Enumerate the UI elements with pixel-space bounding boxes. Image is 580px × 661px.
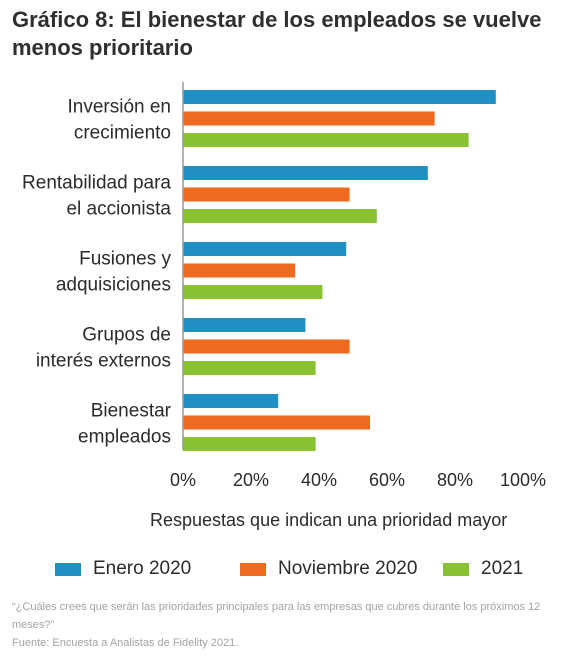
bar-noviembre-2020-4 — [183, 415, 370, 430]
category-label-4-0: Bienestar — [91, 401, 172, 422]
chart-title: Gráfico 8: El bienestar de los empleados… — [12, 7, 542, 60]
legend-swatch-2021 — [443, 562, 469, 576]
x-tick-label-3: 60% — [369, 470, 405, 490]
category-label-0-1: crecimiento — [74, 123, 171, 144]
bar-2021-2 — [183, 285, 323, 299]
x-tick-label-5: 100% — [500, 470, 546, 490]
bar-noviembre-2020-0 — [183, 111, 435, 126]
footnote: “¿Cuáles crees que serán las prioridades… — [12, 601, 541, 631]
bar-enero-2020-0 — [183, 90, 496, 104]
legend: Enero 2020 Noviembre 2020 2021 — [55, 558, 575, 586]
category-label-2-0: Fusiones y — [79, 249, 171, 270]
x-tick-label-4: 80% — [437, 470, 473, 490]
category-label-4-1: empleados — [78, 427, 171, 448]
bar-enero-2020-1 — [183, 166, 428, 180]
bar-chart: Inversión en crecimiento Rentabilidad para… — [22, 82, 546, 490]
x-tick-label-1: 20% — [233, 470, 269, 490]
legend-swatch-noviembre-2020 — [240, 562, 266, 576]
x-tick-label-0: 0% — [170, 470, 196, 490]
bar-2021-1 — [183, 209, 377, 223]
category-label-3-0: Grupos de — [82, 325, 171, 346]
bar-noviembre-2020-1 — [183, 187, 350, 202]
bar-enero-2020-2 — [183, 242, 347, 256]
bar-enero-2020-3 — [183, 318, 306, 332]
legend-item-2021: 2021 — [443, 558, 523, 580]
bar-2021-3 — [183, 361, 316, 375]
legend-item-enero-2020: Enero 2020 — [55, 558, 191, 580]
bar-noviembre-2020-3 — [183, 339, 350, 354]
legend-label-2021: 2021 — [481, 558, 524, 579]
bar-2021-0 — [183, 133, 469, 147]
bar-enero-2020-4 — [183, 394, 279, 408]
category-label-1-0: Rentabilidad para — [22, 173, 171, 194]
x-tick-label-2: 40% — [301, 470, 337, 490]
legend-label-noviembre-2020: Noviembre 2020 — [278, 558, 418, 579]
category-label-1-1: el accionista — [66, 199, 171, 220]
category-label-2-1: adquisiciones — [56, 275, 171, 296]
legend-label-enero-2020: Enero 2020 — [93, 558, 192, 579]
bar-2021-4 — [183, 437, 316, 451]
x-axis-label: Respuestas que indican una prioridad may… — [150, 510, 508, 530]
category-label-0-0: Inversión en — [67, 97, 171, 118]
legend-item-noviembre-2020: Noviembre 2020 — [240, 558, 417, 580]
category-label-3-1: interés externos — [36, 351, 171, 372]
legend-swatch-enero-2020 — [55, 562, 81, 576]
bar-noviembre-2020-2 — [183, 263, 296, 278]
source-note: Fuente: Encuesta a Analistas de Fidelity… — [12, 637, 239, 649]
